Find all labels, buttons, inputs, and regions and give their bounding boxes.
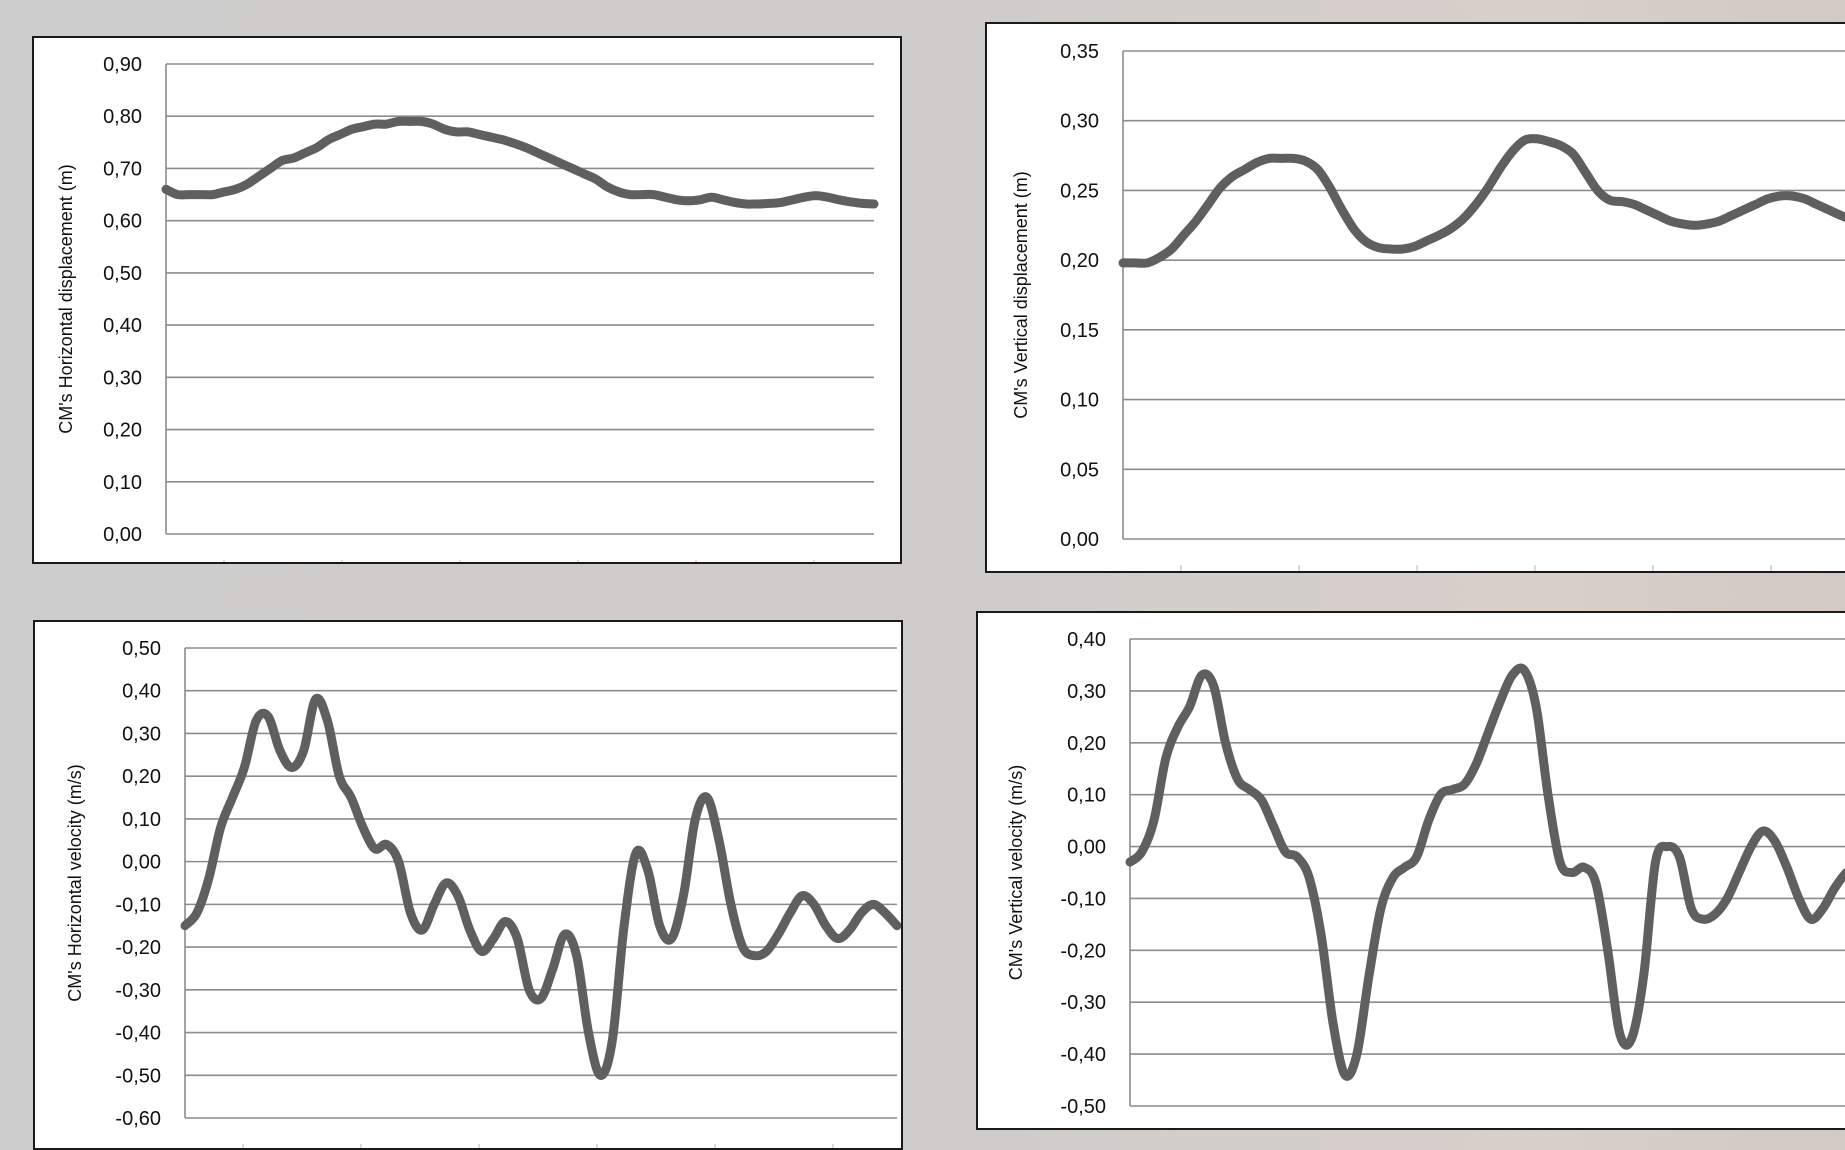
y-tick-label: 0,30 [1060,111,1099,133]
y-tick-label: -0,50 [1060,1096,1106,1118]
y-tick-label: -0,30 [115,980,161,1002]
y-tick-label: 0,20 [122,766,161,788]
y-tick-label: 0,30 [122,723,161,745]
y-tick-label: 0,20 [1060,250,1099,272]
y-tick-label: 0,10 [122,809,161,831]
horizontal-velocity-chart: -0,60 -0,50 -0,40 -0,30 -0,20 -0,10 0,00 0,10 0,… [33,620,903,1150]
y-tick-label: -0,50 [115,1065,161,1087]
y-tick-label: -0,20 [1060,940,1106,962]
y-tick-label: 0,80 [103,106,142,128]
data-series-line [1125,663,1845,1081]
y-tick-label: -0,40 [1060,1044,1106,1066]
y-tick-label: 0,00 [1067,837,1106,859]
vertical-velocity-plot: -0,50 -0,40 -0,30 -0,20 -0,10 0,00 0,10 0,20 0,3… [1006,629,1845,1118]
data-series-line [161,116,879,209]
y-tick-label: -0,10 [115,894,161,916]
y-tick-label: 0,30 [1067,681,1106,703]
y-tick-label: 0,10 [1060,390,1099,412]
y-tick-label: 0,00 [122,852,161,874]
vertical-velocity-chart: -0,50 -0,40 -0,30 -0,20 -0,10 0,00 0,10 0,20 0,3… [976,611,1845,1130]
y-axis-title: CM's Vertical displacement (m) [1011,171,1031,419]
y-tick-label: 0,20 [103,420,142,442]
y-tick-label: 0,90 [103,54,142,76]
y-tick-label: 0,30 [103,367,142,389]
y-tick-label: -0,40 [115,1023,161,1045]
horizontal-displacement-plot: 0,00 0,10 0,20 0,30 0,40 0,50 0,60 0,70 0,80 0,90… [56,54,879,562]
vertical-displacement-chart: 0,00 0,05 0,10 0,15 0,20 0,25 0,30 0,35 CM's Ver… [985,22,1845,573]
vertical-displacement-plot: 0,00 0,05 0,10 0,15 0,20 0,25 0,30 0,35 CM's Ver… [1011,41,1845,571]
y-axis-title: CM's Horizontal velocity (m/s) [65,764,85,1001]
horizontal-displacement-chart: 0,00 0,10 0,20 0,30 0,40 0,50 0,60 0,70 0,80 0,90… [32,36,902,564]
y-tick-label: 0,10 [1067,785,1106,807]
data-series-line [180,693,901,1080]
horizontal-velocity-plot: -0,60 -0,50 -0,40 -0,30 -0,20 -0,10 0,00 0,10 0,… [65,638,901,1148]
y-tick-label: 0,10 [103,472,142,494]
y-tick-label: -0,10 [1060,888,1106,910]
y-tick-label: -0,60 [115,1108,161,1130]
y-tick-label: -0,30 [1060,992,1106,1014]
y-tick-label: 0,20 [1067,733,1106,755]
y-tick-label: 0,40 [103,315,142,337]
y-tick-label: 0,35 [1060,41,1099,63]
y-tick-label: 0,50 [122,638,161,660]
y-tick-label: 0,25 [1060,180,1099,202]
y-tick-label: 0,50 [103,263,142,285]
y-tick-label: 0,60 [103,211,142,233]
y-tick-label: 0,00 [103,524,142,546]
y-tick-label: 0,05 [1060,459,1099,481]
data-series-line [1118,134,1845,268]
y-tick-label: 0,40 [122,681,161,703]
y-tick-label: -0,20 [115,937,161,959]
y-tick-label: 0,40 [1067,629,1106,651]
y-tick-label: 0,15 [1060,320,1099,342]
y-axis-title: CM's Vertical velocity (m/s) [1006,765,1026,980]
y-axis-title: CM's Horizontal displacement (m) [56,164,76,434]
y-tick-label: 0,70 [103,158,142,180]
y-tick-label: 0,00 [1060,529,1099,551]
